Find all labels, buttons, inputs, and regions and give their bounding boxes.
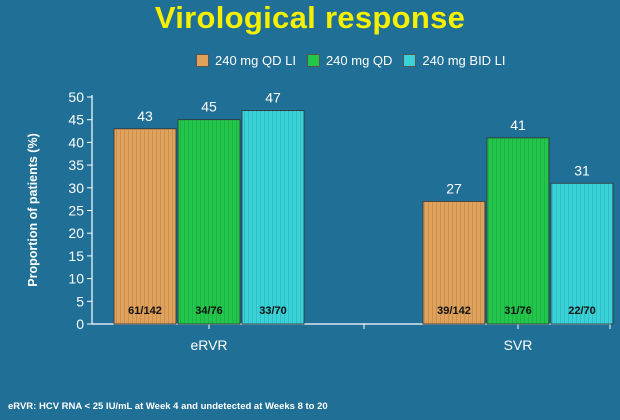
bar-count-label: 31/76 bbox=[504, 305, 532, 317]
legend-item-series-3: 240 mg BID LI bbox=[403, 53, 506, 68]
bar-value-label: 27 bbox=[446, 180, 462, 196]
y-tick-label: 10 bbox=[68, 271, 84, 287]
x-category-label: SVR bbox=[504, 337, 533, 353]
legend-swatch-series-3 bbox=[403, 54, 417, 67]
y-tick-label: 40 bbox=[68, 134, 84, 150]
y-tick-label: 45 bbox=[68, 112, 84, 128]
legend-item-series-1: 240 mg QD LI bbox=[196, 53, 296, 68]
legend-swatch-series-1 bbox=[196, 54, 209, 67]
x-category-label: eRVR bbox=[190, 337, 227, 353]
y-tick-label: 0 bbox=[76, 316, 84, 332]
bar-texture bbox=[242, 110, 304, 325]
bar-value-label: 43 bbox=[137, 108, 153, 124]
slide-title: Virological response bbox=[154, 0, 466, 35]
legend-item-series-2: 240 mg QD bbox=[306, 53, 393, 68]
bar-texture bbox=[178, 119, 240, 324]
chart-legend: 240 mg QD LI 240 mg QD 240 mg BID LI bbox=[196, 53, 510, 68]
y-tick-label: 20 bbox=[68, 225, 84, 241]
bar-value-label: 31 bbox=[574, 162, 590, 178]
bar-value-label: 47 bbox=[265, 90, 281, 106]
bar-count-label: 22/70 bbox=[568, 305, 596, 317]
bar-texture bbox=[551, 183, 613, 324]
bar-texture bbox=[487, 137, 549, 324]
bar-count-label: 39/142 bbox=[437, 305, 471, 317]
bar-count-label: 34/76 bbox=[195, 305, 223, 317]
legend-swatch-series-2 bbox=[306, 54, 320, 67]
bar-count-label: 33/70 bbox=[259, 305, 287, 317]
y-tick-label: 25 bbox=[68, 203, 84, 219]
bar-texture bbox=[423, 201, 485, 324]
y-tick-label: 35 bbox=[68, 157, 84, 173]
bar-value-label: 41 bbox=[510, 117, 526, 133]
footnote: eRVR: HCV RNA < 25 IU/mL at Week 4 and u… bbox=[8, 401, 328, 412]
y-tick-label: 5 bbox=[76, 293, 84, 309]
bar-count-label: 61/142 bbox=[128, 305, 162, 317]
y-tick-label: 15 bbox=[68, 248, 84, 264]
y-tick-label: 50 bbox=[68, 89, 84, 105]
bar-value-label: 45 bbox=[201, 99, 217, 115]
bar-texture bbox=[114, 128, 176, 324]
y-tick-label: 30 bbox=[68, 180, 84, 196]
legend-label-series-1: 240 mg QD LI bbox=[215, 53, 296, 68]
legend-label-series-3: 240 mg BID LI bbox=[422, 53, 506, 68]
legend-label-series-2: 240 mg QD bbox=[325, 53, 393, 68]
